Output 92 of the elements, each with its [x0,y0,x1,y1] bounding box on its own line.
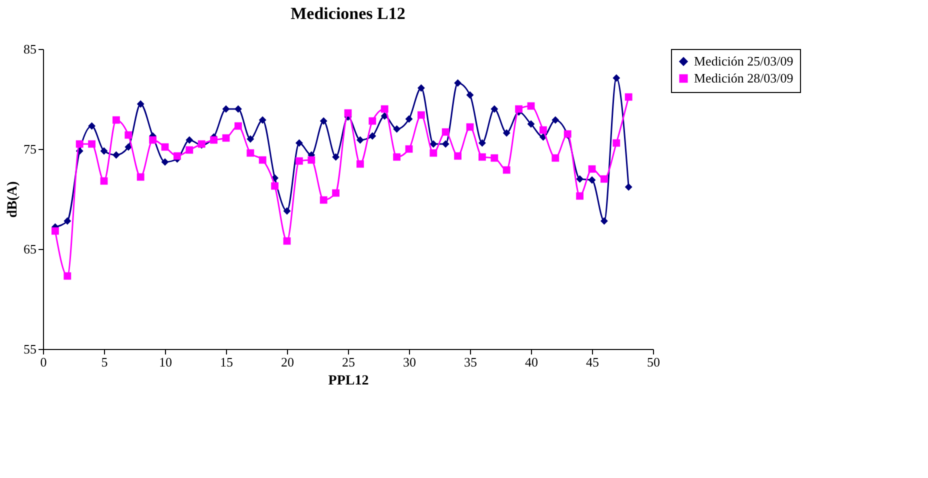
point [295,139,303,147]
point [417,84,425,92]
point [539,126,547,134]
point [442,128,450,136]
point [624,93,632,101]
x-tick-label: 40 [525,354,538,370]
y-tick-label: 75 [24,142,36,156]
x-tick-label: 45 [586,354,599,370]
point [283,207,291,215]
point [222,105,230,113]
x-tick-label: 35 [464,354,477,370]
point [502,166,510,174]
point [88,140,96,148]
point [478,139,486,147]
point [124,131,132,139]
point [356,160,364,168]
point [576,192,584,200]
point [454,152,462,160]
legend-label: Medición 28/03/09 [694,70,794,86]
y-axis-title: dB(A) [6,180,20,218]
point [624,183,632,191]
point [356,136,364,144]
x-tick-label: 10 [159,354,172,370]
point [186,146,194,154]
point [442,140,450,148]
x-tick-label: 25 [342,354,355,370]
point [64,272,72,280]
point [332,153,340,161]
point [186,136,194,144]
point [234,122,242,130]
point [136,100,144,108]
point [124,143,132,151]
point [368,132,376,140]
point [527,120,535,128]
point [332,189,340,197]
point [600,175,608,183]
point [417,111,425,119]
point [258,156,266,164]
point [246,149,254,157]
point [552,116,560,124]
point [271,182,279,190]
point [149,136,157,144]
point [405,115,413,123]
point [393,125,401,133]
point [612,74,620,82]
x-tick-label: 30 [403,354,416,370]
legend-label: Medición 25/03/09 [694,54,794,68]
point [368,117,376,125]
x-tick-label: 50 [647,354,660,370]
x-tick-label: 15 [220,354,233,370]
point [234,105,242,113]
point [210,136,218,144]
point [380,105,388,113]
point [161,158,169,166]
y-tick-label: 65 [24,242,36,256]
point [490,154,498,162]
point [112,116,120,124]
x-tick-label: 5 [101,354,108,370]
x-axis-title: PPL12 [328,374,369,388]
point [612,139,620,147]
point [600,217,608,225]
point [320,117,328,125]
x-tick-label: 0 [40,354,47,370]
point [552,154,560,162]
point [454,79,462,87]
point [88,122,96,130]
point [393,153,401,161]
point [308,156,316,164]
y-tick-label: 55 [24,342,36,356]
x-tick-label: 20 [281,354,294,370]
point [490,105,498,113]
point [588,176,596,184]
point [76,140,84,148]
point [246,135,254,143]
chart-title: Mediciones L12 [290,4,406,23]
point [112,151,120,159]
point [430,149,438,157]
point [136,173,144,181]
point [466,91,474,99]
point [515,105,523,113]
point [258,116,266,124]
point [100,147,108,155]
point [320,196,328,204]
point [576,175,584,183]
point [478,153,486,161]
point [173,152,181,160]
point [502,129,510,137]
y-tick-label: 85 [24,42,36,56]
point [51,227,59,235]
point [295,157,303,165]
point [64,217,72,225]
point [430,140,438,148]
